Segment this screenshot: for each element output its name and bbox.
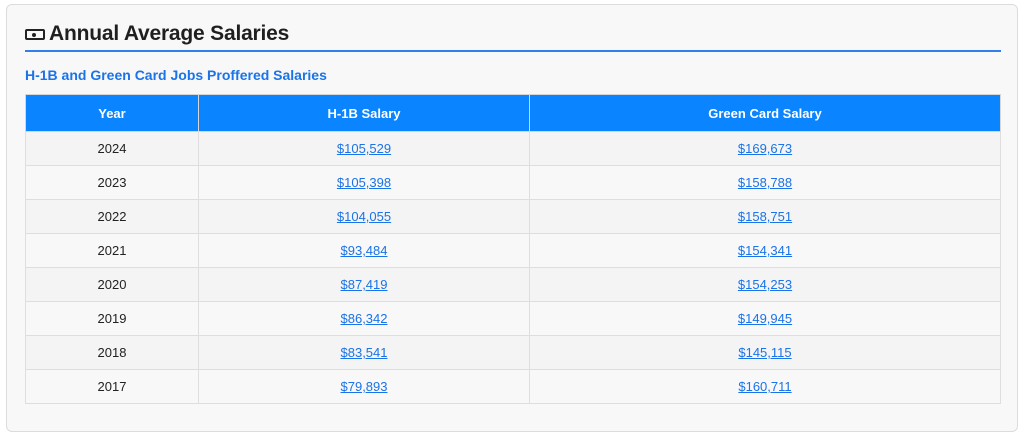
h1b-salary-link[interactable]: $86,342 [340,311,388,326]
year-cell: 2018 [25,335,199,370]
green-card-salary-link[interactable]: $154,341 [737,243,793,258]
h1b-salary-link[interactable]: $104,055 [336,209,392,224]
green-card-salary-link[interactable]: $169,673 [737,141,793,156]
header-green-card-salary: Green Card Salary [529,94,1001,132]
green-card-cell: $154,253 [529,267,1001,302]
h1b-cell: $104,055 [198,199,530,234]
green-card-salary-link[interactable]: $154,253 [737,277,793,292]
salaries-table: Year H-1B Salary Green Card Salary 2024 … [25,94,1001,404]
table-row: 2017 $79,893 $160,711 [25,369,1001,404]
table-caption: H-1B and Green Card Jobs Proffered Salar… [25,67,327,83]
h1b-cell: $93,484 [198,233,530,268]
green-card-salary-link[interactable]: $149,945 [737,311,793,326]
h1b-salary-link[interactable]: $83,541 [340,345,388,360]
table-row: 2020 $87,419 $154,253 [25,267,1001,302]
h1b-salary-link[interactable]: $105,398 [336,175,392,190]
green-card-cell: $154,341 [529,233,1001,268]
green-card-cell: $158,751 [529,199,1001,234]
section-title: Annual Average Salaries [49,22,290,45]
table-row: 2019 $86,342 $149,945 [25,301,1001,336]
h1b-cell: $83,541 [198,335,530,370]
h1b-cell: $105,529 [198,131,530,166]
table-header-row: Year H-1B Salary Green Card Salary [25,94,1001,132]
green-card-cell: $160,711 [529,369,1001,404]
header-h1b-salary: H-1B Salary [198,94,530,132]
h1b-salary-link[interactable]: $93,484 [340,243,388,258]
green-card-salary-link[interactable]: $158,751 [737,209,793,224]
money-icon [25,29,45,40]
year-cell: 2022 [25,199,199,234]
year-cell: 2019 [25,301,199,336]
year-cell: 2021 [25,233,199,268]
green-card-cell: $169,673 [529,131,1001,166]
green-card-salary-link[interactable]: $158,788 [737,175,793,190]
table-row: 2023 $105,398 $158,788 [25,165,1001,200]
year-cell: 2024 [25,131,199,166]
table-row: 2022 $104,055 $158,751 [25,199,1001,234]
year-cell: 2020 [25,267,199,302]
year-cell: 2017 [25,369,199,404]
header-year: Year [25,94,199,132]
green-card-salary-link[interactable]: $145,115 [738,345,792,360]
green-card-cell: $145,115 [529,335,1001,370]
h1b-cell: $105,398 [198,165,530,200]
salaries-card: Annual Average Salaries H-1B and Green C… [6,4,1018,432]
year-cell: 2023 [25,165,199,200]
h1b-cell: $86,342 [198,301,530,336]
table-row: 2018 $83,541 $145,115 [25,335,1001,370]
green-card-cell: $158,788 [529,165,1001,200]
h1b-cell: $87,419 [198,267,530,302]
h1b-salary-link[interactable]: $79,893 [340,379,388,394]
h1b-cell: $79,893 [198,369,530,404]
table-row: 2021 $93,484 $154,341 [25,233,1001,268]
h1b-salary-link[interactable]: $105,529 [336,141,392,156]
section-header: Annual Average Salaries [25,18,1001,52]
h1b-salary-link[interactable]: $87,419 [340,277,388,292]
table-row: 2024 $105,529 $169,673 [25,131,1001,166]
green-card-cell: $149,945 [529,301,1001,336]
green-card-salary-link[interactable]: $160,711 [738,379,792,394]
